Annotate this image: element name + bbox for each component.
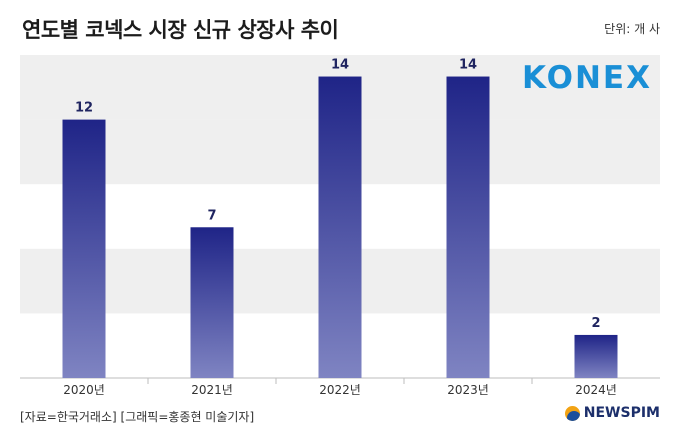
brand-name: NEWSPIM	[583, 405, 660, 421]
newspim-logo-icon	[564, 405, 580, 421]
data-label: 14	[331, 58, 349, 73]
bar	[190, 227, 234, 378]
x-tick-label: 2022년	[319, 383, 361, 397]
data-label: 2	[591, 316, 600, 331]
bar	[318, 76, 362, 379]
bar	[574, 334, 618, 378]
bar	[446, 76, 490, 379]
bar-group: 12 2020년 7 2021년 14 2022년 14 2023년 2 2024년	[62, 58, 618, 397]
x-tick-label: 2023년	[447, 383, 489, 397]
data-label: 12	[75, 101, 93, 116]
bar	[62, 119, 106, 378]
data-label: 7	[207, 208, 216, 223]
source-credit: [자료=한국거래소] [그래픽=홍종현 미술기자]	[20, 410, 255, 424]
x-tick-label: 2021년	[191, 383, 233, 397]
x-tick-label: 2020년	[63, 383, 105, 397]
data-label: 14	[459, 58, 477, 73]
konex-logo: KONEX	[522, 60, 653, 96]
unit-label: 단위: 개 사	[604, 22, 660, 36]
x-tick-label: 2024년	[575, 383, 617, 397]
newspim-brand: NEWSPIM	[564, 405, 660, 421]
chart-title: 연도별 코넥스 시장 신규 상장사 추이	[22, 18, 339, 42]
